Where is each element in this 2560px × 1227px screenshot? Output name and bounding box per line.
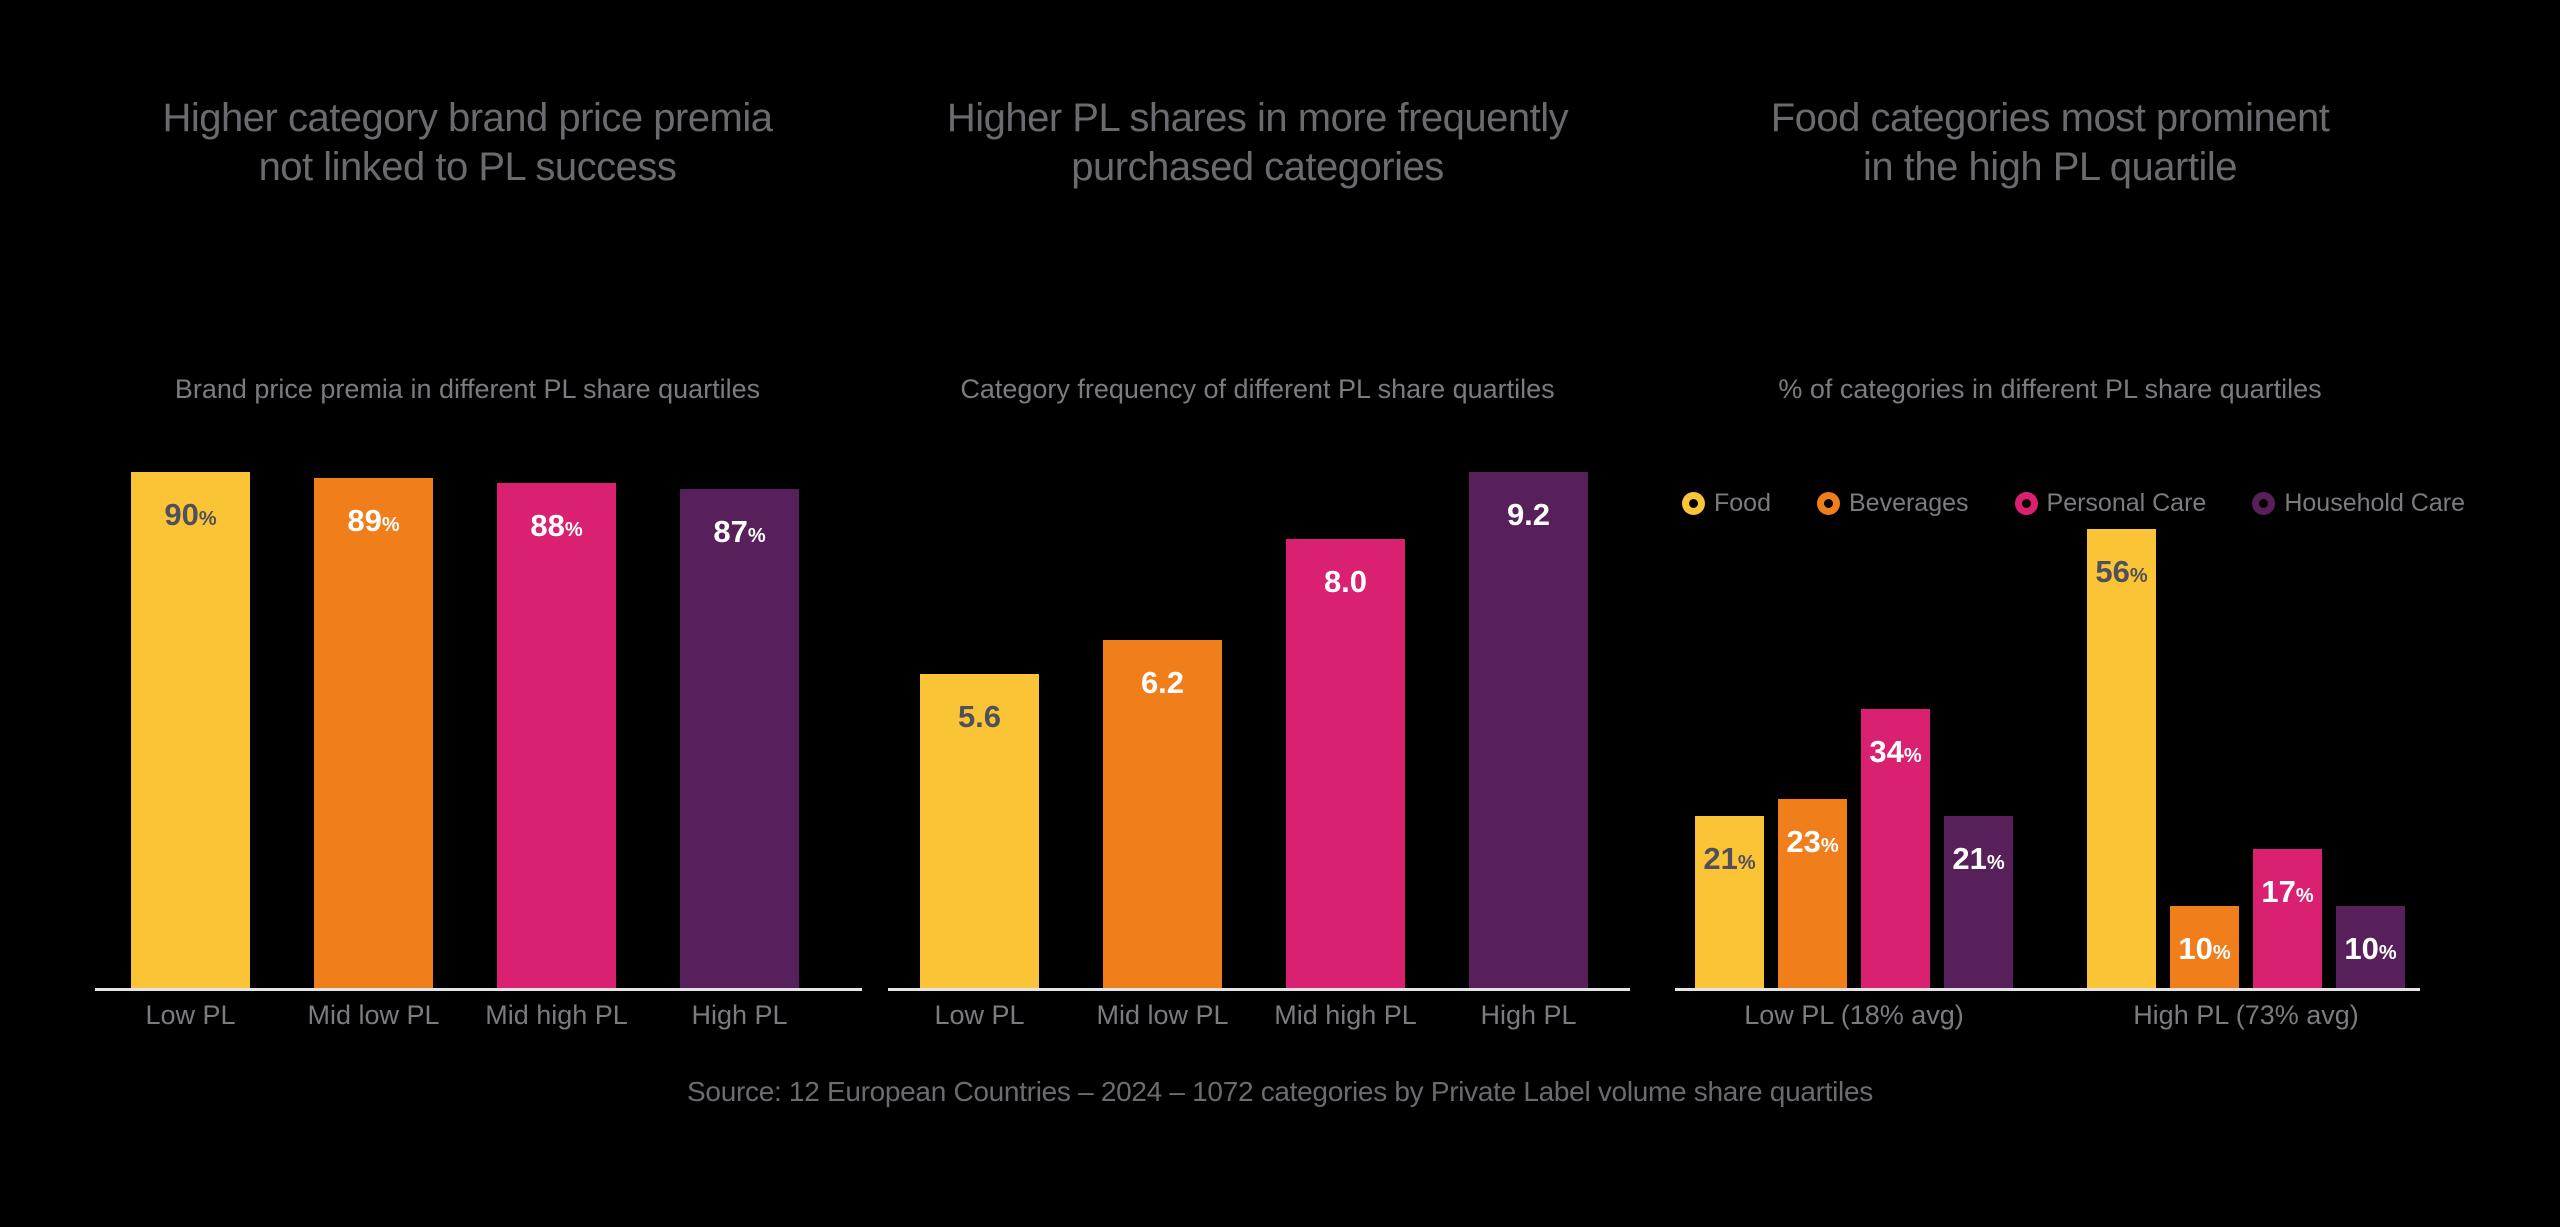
- bar-value-label: 90%: [164, 497, 217, 532]
- bar-value-label: 5.6: [957, 699, 1002, 734]
- percent-suffix: %: [1903, 745, 1922, 767]
- axis-label-high-pl: High PL: [691, 1000, 788, 1030]
- bar-mid-low-pl: 6.2: [1103, 640, 1222, 988]
- bar-food-high-pl-73-avg: 56%: [2087, 529, 2156, 988]
- axis-label-low-pl: Low PL: [145, 1000, 236, 1030]
- legend-ring-icon: [2014, 492, 2038, 515]
- percent-suffix: %: [198, 508, 217, 530]
- legend-ring-icon: [1682, 492, 1705, 515]
- bar-personal-care-high-pl-73-avg: 17%: [2253, 849, 2322, 988]
- source-note: Source: 12 European Countries – 2024 – 1…: [687, 1076, 1873, 1107]
- axis-label-low-pl: Low PL: [934, 1000, 1025, 1030]
- chart-title-line: in the high PL quartile: [1863, 145, 2237, 189]
- bar-value-label: 21%: [1952, 841, 2005, 876]
- bar-value-label: 6.2: [1140, 665, 1185, 700]
- legend-ring-icon: [2252, 492, 2276, 515]
- axis-label-mid-low-pl: Mid low PL: [307, 1000, 440, 1030]
- legend-label: Food: [1714, 489, 1771, 517]
- bar-value-label: 56%: [2095, 554, 2148, 589]
- percent-suffix: %: [381, 514, 400, 536]
- chart-title-line: Food categories most prominent: [1770, 96, 2330, 140]
- bar-mid-high-pl: 8.0: [1286, 539, 1405, 988]
- chart-subtitle: % of categories in different PL share qu…: [1778, 374, 2322, 404]
- bar-food-low-pl-18-avg: 21%: [1695, 816, 1764, 988]
- percent-suffix: %: [1986, 852, 2005, 874]
- axis-label-low-pl-18-avg: Low PL (18% avg): [1744, 1000, 1964, 1030]
- legend-label: Household Care: [2284, 489, 2465, 517]
- bar-value-label: 17%: [2261, 874, 2314, 909]
- legend-item-personal-care: Personal Care: [2014, 489, 2207, 518]
- axis-label-high-pl-73-avg: High PL (73% avg): [2133, 1000, 2359, 1030]
- legend-item-household-care: Household Care: [2252, 489, 2465, 518]
- plot-area: 5.6 6.2 8.0 9.2: [885, 0, 1588, 988]
- bar-low-pl: 5.6: [920, 674, 1039, 988]
- bar-value-label: 10%: [2344, 931, 2397, 966]
- axis-label-mid-high-pl: Mid high PL: [1274, 1000, 1417, 1030]
- chart-category-mix: Food categories most prominent in the hig…: [1675, 0, 2465, 1227]
- percent-suffix: %: [2295, 885, 2314, 907]
- bar-beverages-high-pl-73-avg: 10%: [2170, 906, 2239, 988]
- legend-ring-icon: [1816, 492, 1840, 515]
- bar-household-care-high-pl-73-avg: 10%: [2336, 906, 2405, 988]
- legend-item-beverages: Beverages: [1816, 489, 1969, 518]
- bar-mid-high-pl: 88%: [497, 483, 616, 988]
- bar-beverages-low-pl-18-avg: 23%: [1778, 799, 1847, 988]
- legend: Food Beverages Personal Care Household Care: [1682, 489, 2465, 518]
- chart-title-line: Higher category brand price premia: [162, 96, 773, 140]
- chart-title-line: not linked to PL success: [258, 145, 677, 189]
- chart-title-line: Higher PL shares in more frequently: [946, 96, 1569, 140]
- chart-subtitle: Category frequency of different PL share…: [960, 374, 1555, 404]
- percent-suffix: %: [2129, 565, 2148, 587]
- bar-personal-care-low-pl-18-avg: 34%: [1861, 709, 1930, 988]
- bar-value-label: 88%: [530, 508, 583, 543]
- x-axis-labels: Low PL Mid low PL Mid high PL High PL: [95, 1000, 799, 1031]
- bar-low-pl: 90%: [131, 472, 250, 988]
- percent-suffix: %: [747, 525, 766, 547]
- percent-suffix: %: [1820, 835, 1839, 857]
- chart-title: Food categories most prominent in the hig…: [1675, 94, 2425, 192]
- percent-suffix: %: [564, 519, 583, 541]
- chart-title: Higher category brand price premia not li…: [95, 94, 840, 192]
- bar-high-pl: 9.2: [1469, 472, 1588, 988]
- plot-area: 21% 23% 34% 21% 56% 10% 17% 10%: [1675, 0, 2405, 988]
- plot-area: 90% 89% 88% 87%: [95, 0, 799, 988]
- bar-group-low-pl-18-avg: 21% 23% 34% 21%: [1695, 709, 2013, 988]
- chart-category-frequency: Higher PL shares in more frequently purch…: [885, 0, 1630, 1227]
- x-axis-line: [888, 988, 1630, 991]
- axis-label-mid-low-pl: Mid low PL: [1096, 1000, 1229, 1030]
- legend-item-food: Food: [1682, 489, 1771, 518]
- bar-value-label: 34%: [1869, 734, 1922, 769]
- chart-title: Higher PL shares in more frequently purch…: [885, 94, 1630, 192]
- axis-label-mid-high-pl: Mid high PL: [485, 1000, 628, 1030]
- percent-suffix: %: [1737, 852, 1756, 874]
- percent-suffix: %: [2212, 942, 2231, 964]
- bar-group-high-pl-73-avg: 56% 10% 17% 10%: [2087, 529, 2405, 988]
- bar-value-label: 89%: [347, 503, 400, 538]
- bar-value-label: 9.2: [1506, 497, 1551, 532]
- x-axis-line: [95, 988, 862, 991]
- x-axis-labels: Low PL (18% avg) High PL (73% avg): [1675, 1000, 2405, 1031]
- axis-label-high-pl: High PL: [1480, 1000, 1577, 1030]
- bar-value-label: 21%: [1703, 841, 1756, 876]
- x-axis-labels: Low PL Mid low PL Mid high PL High PL: [885, 1000, 1588, 1031]
- chart-brand-price-premia: Higher category brand price premia not li…: [95, 0, 862, 1227]
- bar-high-pl: 87%: [680, 489, 799, 988]
- bar-value-label: 10%: [2178, 931, 2231, 966]
- legend-label: Personal Care: [2046, 489, 2207, 517]
- percent-suffix: %: [2378, 942, 2397, 964]
- bar-value-label: 8.0: [1323, 564, 1368, 599]
- bar-mid-low-pl: 89%: [314, 478, 433, 988]
- bar-household-care-low-pl-18-avg: 21%: [1944, 816, 2013, 988]
- chart-title-line: purchased categories: [1071, 145, 1444, 189]
- legend-label: Beverages: [1848, 489, 1969, 517]
- bar-value-label: 23%: [1786, 824, 1839, 859]
- chart-subtitle: Brand price premia in different PL share…: [174, 374, 761, 404]
- x-axis-line: [1675, 988, 2420, 991]
- bar-value-label: 87%: [713, 514, 766, 549]
